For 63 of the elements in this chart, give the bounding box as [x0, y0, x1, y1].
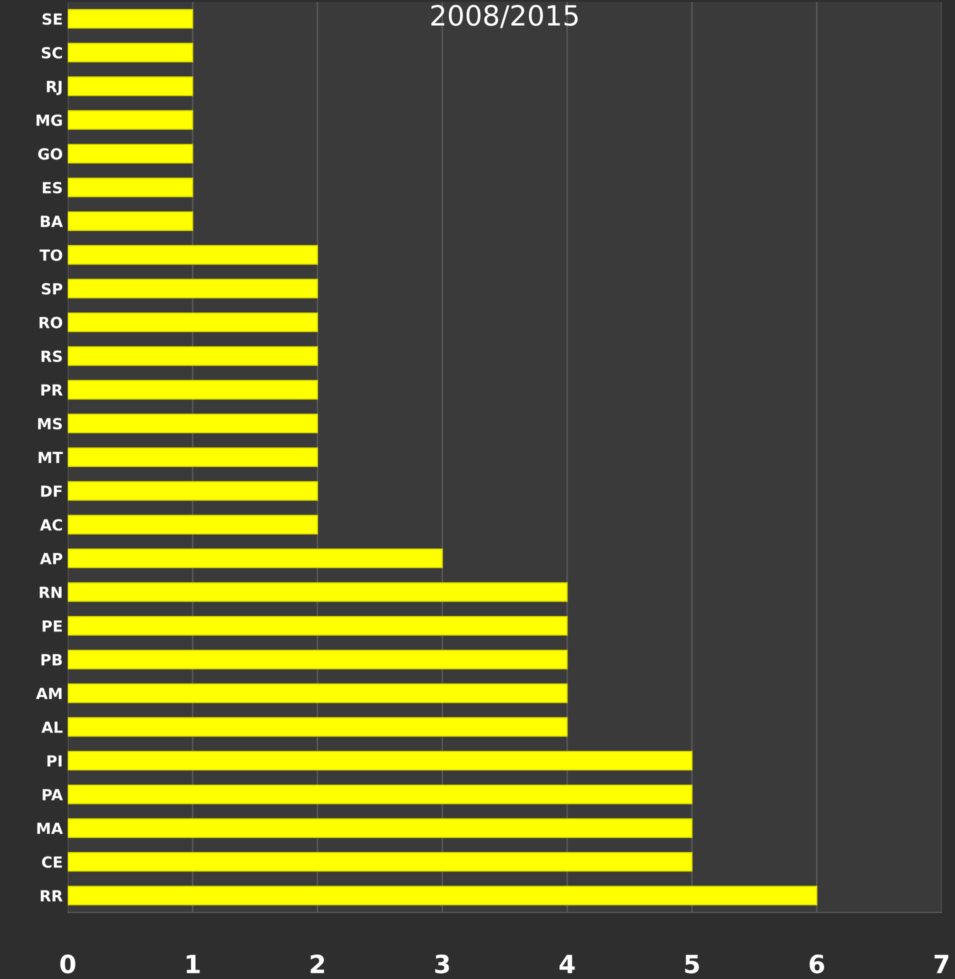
y-tick-label: SC	[42, 47, 62, 59]
x-tick-label: 4	[560, 954, 575, 974]
y-tick-label: AC	[40, 519, 62, 531]
bar	[68, 245, 318, 265]
bar	[68, 76, 194, 96]
bar	[68, 750, 693, 771]
bar	[68, 110, 194, 130]
y-tick-label: TO	[40, 249, 62, 261]
y-tick-label: AP	[40, 553, 62, 564]
bar	[68, 818, 693, 838]
bar	[68, 414, 318, 434]
bar	[68, 514, 318, 534]
bar	[68, 211, 194, 231]
bar	[68, 582, 568, 602]
y-tick-label: BA	[40, 216, 63, 227]
y-tick-label: RS	[42, 350, 62, 362]
bar	[68, 852, 693, 872]
bar	[68, 650, 568, 670]
bar	[68, 42, 194, 62]
x-tick-label: 1	[186, 954, 200, 974]
y-tick-label: MA	[37, 822, 63, 834]
bar	[68, 481, 318, 501]
y-tick-label: AM	[36, 688, 62, 700]
bar	[68, 312, 318, 332]
bar	[68, 346, 318, 366]
y-tick-label: PI	[47, 755, 62, 766]
y-tick-label: CE	[42, 856, 62, 868]
y-tick-label: GO	[38, 148, 62, 160]
bar	[68, 886, 818, 906]
y-tick-label: AL	[41, 722, 63, 733]
y-tick-label: PB	[42, 654, 62, 666]
bar	[68, 616, 568, 636]
x-tick-label: 6	[810, 954, 824, 974]
y-tick-label: PA	[42, 789, 63, 800]
y-tick-label: SE	[42, 13, 62, 25]
y-tick-label: RJ	[46, 80, 62, 96]
chart-title: 2008/2015	[431, 4, 578, 28]
x-tick-label: 5	[685, 954, 699, 974]
x-tick-label: 7	[934, 954, 948, 974]
y-tick-label: RN	[40, 586, 62, 598]
bar	[68, 548, 443, 568]
bar	[68, 144, 194, 164]
bar	[68, 784, 693, 804]
bar	[68, 278, 318, 298]
bar	[68, 178, 194, 198]
y-tick-label: PR	[41, 384, 63, 396]
y-tick-label: MS	[38, 418, 62, 430]
y-tick-label: RO	[40, 316, 62, 328]
x-tick-label: 3	[435, 954, 450, 974]
bar	[68, 683, 568, 704]
bar	[68, 447, 318, 468]
y-tick-label: MG	[36, 114, 62, 126]
bar	[68, 8, 194, 29]
bar	[68, 717, 568, 737]
x-tick-label: 2	[310, 954, 324, 974]
bar	[68, 380, 318, 400]
y-tick-label: ES	[42, 182, 62, 194]
y-tick-label: RR	[40, 890, 63, 902]
x-tick-label: 0	[60, 954, 76, 974]
y-tick-label: MT	[38, 452, 63, 463]
y-tick-label: SP	[42, 283, 62, 295]
y-tick-label: PE	[42, 620, 62, 632]
y-tick-label: DF	[41, 486, 62, 497]
